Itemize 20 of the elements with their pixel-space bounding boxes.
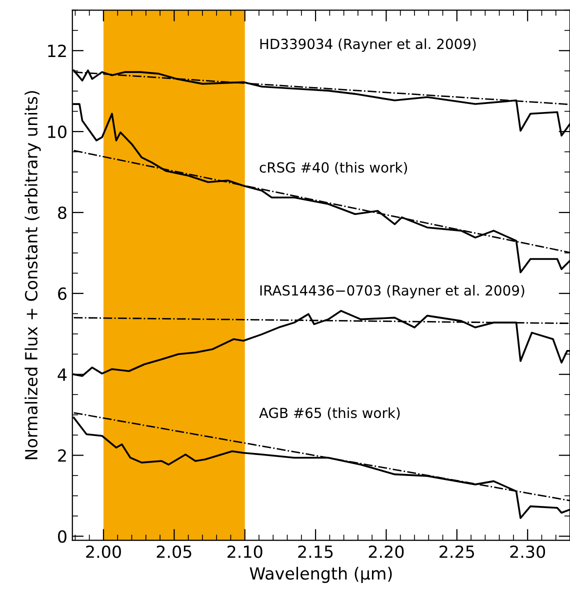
- x-tick-label: 2.00: [86, 545, 121, 558]
- y-tick-label: 0: [58, 530, 66, 543]
- x-tick-label: 2.15: [298, 545, 333, 558]
- y-axis-title: Normalized Flux + Constant (arbitrary units): [24, 91, 41, 460]
- x-tick-label: 2.10: [228, 545, 262, 558]
- annotation: HD339034 (Rayner et al. 2009): [260, 38, 476, 52]
- x-tick-label: 2.20: [368, 545, 404, 558]
- y-tick-label: 10: [48, 126, 66, 138]
- annotation: cRSG #40 (this work): [260, 162, 408, 174]
- y-tick-label: 2: [58, 449, 66, 462]
- x-axis-title: Wavelength (μm): [250, 566, 392, 583]
- x-tick-label: 2.25: [440, 545, 474, 558]
- annotation: IRAS14436−0703 (Rayner et al. 2009): [260, 284, 524, 298]
- y-tick-label: 12: [48, 44, 66, 57]
- y-tick-label: 8: [58, 206, 66, 220]
- x-tick-label: 2.30: [510, 545, 546, 558]
- y-tick-label: 6: [58, 287, 66, 300]
- annotation: AGB #65 (this work): [259, 407, 400, 420]
- x-tick-label: 2.05: [156, 545, 192, 558]
- y-tick-label: 4: [58, 368, 67, 381]
